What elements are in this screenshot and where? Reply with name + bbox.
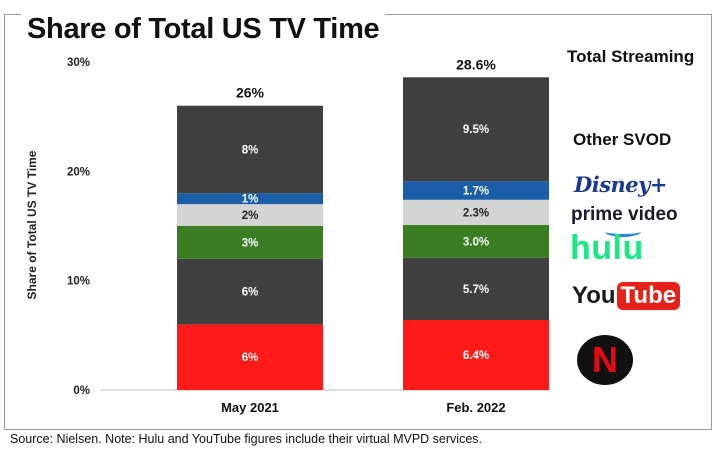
total-label: 26% [236, 85, 265, 101]
source-note: Source: Nielsen. Note: Hulu and YouTube … [10, 432, 482, 446]
legend-title: Total Streaming [567, 47, 695, 66]
bar-segment-other-svod [177, 105, 323, 194]
prime-video-logo-text: prime video [571, 204, 678, 225]
data-label: 2% [242, 210, 259, 222]
data-label: 6% [242, 352, 259, 364]
bar-segment-prime-video [177, 204, 323, 226]
youtube-logo-you: You [572, 282, 616, 309]
data-label: 5.7% [463, 284, 489, 296]
data-label: 2.3% [463, 207, 489, 219]
y-axis-label: Share of Total US TV Time [25, 150, 39, 299]
bar-segment-hulu [177, 226, 323, 259]
data-label: 3.0% [463, 236, 489, 248]
bar-segment-netflix [177, 324, 323, 390]
youtube-logo-icon: You Tube [572, 282, 681, 310]
bar-segment-netflix [403, 320, 549, 390]
prime-video-logo-icon: prime video [571, 204, 678, 237]
bar-segment-youtube [177, 258, 323, 325]
y-tick-label: 30% [67, 57, 90, 69]
netflix-logo-icon: N [577, 335, 633, 385]
data-label: 6.4% [463, 350, 489, 362]
legend-subtitle: Other SVOD [573, 130, 672, 149]
y-tick-label: 10% [67, 276, 90, 288]
hulu-logo-icon: hulu [570, 229, 644, 267]
y-tick-label: 20% [67, 166, 90, 178]
bar-segment-hulu [403, 224, 549, 258]
youtube-logo-tube: Tube [616, 282, 681, 310]
data-label: 1% [242, 194, 259, 206]
x-tick-label: May 2021 [221, 400, 279, 415]
x-tick-label: Feb. 2022 [446, 400, 505, 415]
bar-segment-prime-video [403, 199, 549, 225]
data-label: 1.7% [463, 185, 489, 197]
disney-plus-logo-icon: Disney+ [574, 172, 667, 197]
bar-segment-disney- [403, 181, 549, 200]
data-label: 8% [242, 144, 259, 156]
data-label: 6% [242, 287, 259, 299]
total-label: 28.6% [456, 56, 496, 72]
y-tick-label: 0% [73, 385, 90, 397]
bar-segment-youtube [403, 257, 549, 321]
data-label: 3% [242, 237, 259, 249]
chart-title: Share of Total US TV Time [21, 13, 386, 46]
prime-smile-icon [605, 226, 641, 237]
bar-segment-other-svod [403, 77, 549, 182]
data-label: 9.5% [463, 124, 489, 136]
bar-segment-disney- [177, 193, 323, 205]
chart-frame: Share of Total US TV Time [4, 13, 712, 430]
